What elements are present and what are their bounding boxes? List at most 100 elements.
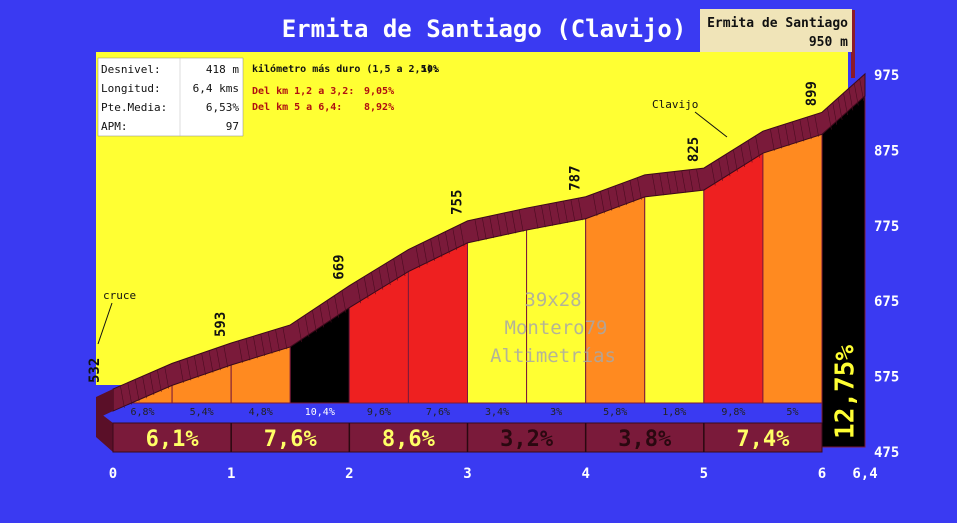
- road-hatch: [275, 329, 280, 352]
- road-hatch: [341, 290, 347, 313]
- grade-label-7: 3%: [550, 407, 562, 418]
- road-hatch: [253, 336, 258, 359]
- road-hatch: [770, 128, 775, 151]
- x-tick-3: 3: [463, 466, 471, 482]
- grade-fill-8: [585, 194, 646, 404]
- altitude-label-787: 787: [568, 165, 584, 190]
- x-tick-5: 5: [700, 466, 708, 482]
- road-hatch: [326, 300, 332, 323]
- road-hatch: [733, 149, 738, 172]
- altitude-label-532: 532: [87, 358, 103, 383]
- road-hatch: [356, 281, 362, 304]
- road-hatch: [378, 267, 384, 290]
- road-hatch: [371, 272, 376, 295]
- annotation-peak: Clavijo: [652, 98, 698, 111]
- road-hatch: [415, 245, 421, 269]
- road-hatch: [223, 345, 229, 368]
- road-hatch: [186, 358, 192, 381]
- band-bevel: [96, 410, 113, 452]
- road-hatch: [193, 355, 199, 378]
- road-hatch: [814, 114, 819, 137]
- road-profile: 532 593 669 755 787 825 899: [87, 72, 866, 420]
- road-hatch: [489, 216, 494, 239]
- road-hatch: [755, 135, 760, 158]
- watermark: 39x28 Montero79 Altimetrías: [490, 289, 616, 367]
- grade-label-9: 1,8%: [662, 407, 686, 418]
- road-hatch: [267, 331, 273, 354]
- grade-label-6: 3,4%: [485, 407, 509, 418]
- summit-altitude: 950 m: [809, 35, 848, 50]
- road-hatch: [688, 169, 694, 192]
- road-hatch: [784, 124, 790, 147]
- y-tick-0: 975: [874, 68, 899, 84]
- grade-label-1: 5,4%: [190, 407, 214, 418]
- stat-value-3: 97: [226, 120, 239, 133]
- km-grade-0: 6,1%: [146, 427, 200, 452]
- road-hatch: [164, 366, 169, 389]
- road-hatch: [548, 203, 554, 226]
- grade-fill-10: [703, 150, 764, 404]
- road-hatch: [142, 376, 147, 399]
- road-hatch: [725, 154, 731, 177]
- x-tick-2: 2: [345, 466, 353, 482]
- road-hatch: [363, 276, 369, 299]
- road-hatch: [319, 305, 325, 328]
- road-hatch: [304, 315, 310, 338]
- road-hatch: [430, 238, 435, 261]
- road-hatch: [481, 217, 487, 240]
- stat-label-0: Desnivel:: [101, 63, 161, 76]
- grade-label-0: 6,8%: [130, 407, 154, 418]
- grade-label-10: 9,8%: [721, 407, 745, 418]
- road-hatch: [541, 205, 546, 228]
- chart-title: Ermita de Santiago (Clavijo): [282, 15, 687, 43]
- grade-fill-6: [467, 227, 528, 404]
- road-hatch: [718, 158, 723, 181]
- road-hatch: [777, 126, 782, 149]
- stat-label-2: Pte.Media:: [101, 101, 167, 114]
- y-tick-2: 775: [874, 219, 899, 235]
- road-hatch: [681, 170, 686, 193]
- hardest-seg1-value: 9,05%: [364, 86, 394, 97]
- altitude-label-755: 755: [450, 190, 466, 215]
- road-hatch: [659, 173, 664, 196]
- road-hatch: [577, 198, 583, 221]
- road-hatch: [445, 231, 450, 254]
- road-hatch: [848, 88, 854, 111]
- hardest-seg1-label: Del km 1,2 a 3,2:: [252, 86, 354, 97]
- road-hatch: [622, 183, 627, 206]
- road-hatch: [474, 219, 480, 242]
- road-hatch: [600, 191, 605, 214]
- km-grade-3: 3,2%: [500, 427, 554, 452]
- road-hatch: [120, 385, 125, 408]
- km-grade-band: 6,1% 7,6% 8,6% 3,2% 3,8% 7,4%: [96, 410, 823, 453]
- road-hatch: [511, 211, 517, 234]
- altitude-label-593: 593: [213, 312, 229, 337]
- road-hatch: [127, 382, 133, 405]
- y-tick-5: 475: [874, 445, 899, 461]
- road-hatch: [400, 254, 406, 277]
- altitude-label-669: 669: [331, 254, 347, 279]
- hardest-info: kilómetro más duro (1,5 a 2,5): 10% Del …: [252, 63, 439, 113]
- road-hatch: [570, 199, 576, 222]
- road-hatch: [201, 353, 206, 376]
- stat-value-2: 6,53%: [206, 101, 239, 114]
- axes: 0 1 2 3 4 5 6 6,4 975 875 775 675 575 475: [109, 68, 900, 482]
- road-start-edge: [96, 389, 113, 420]
- road-hatch: [533, 206, 539, 229]
- road-hatch: [710, 163, 716, 186]
- road-hatch: [385, 263, 391, 286]
- road-hatch: [696, 168, 701, 192]
- y-tick-1: 875: [874, 143, 899, 159]
- road-hatch: [563, 200, 568, 224]
- x-tick-0: 0: [109, 466, 117, 482]
- y-tick-4: 575: [874, 370, 899, 386]
- annotation-start: cruce: [103, 289, 136, 302]
- altitude-label-825: 825: [686, 137, 702, 162]
- road-hatch: [827, 107, 832, 130]
- grade-label-12: 12,75%: [831, 345, 861, 439]
- hardest-km-label: kilómetro más duro (1,5 a 2,5):: [252, 63, 439, 75]
- stat-label-1: Longitud:: [101, 82, 161, 95]
- grade-label-3: 10,4%: [305, 407, 335, 418]
- grade-label-5: 7,6%: [426, 407, 450, 418]
- y-tick-3: 675: [874, 294, 899, 310]
